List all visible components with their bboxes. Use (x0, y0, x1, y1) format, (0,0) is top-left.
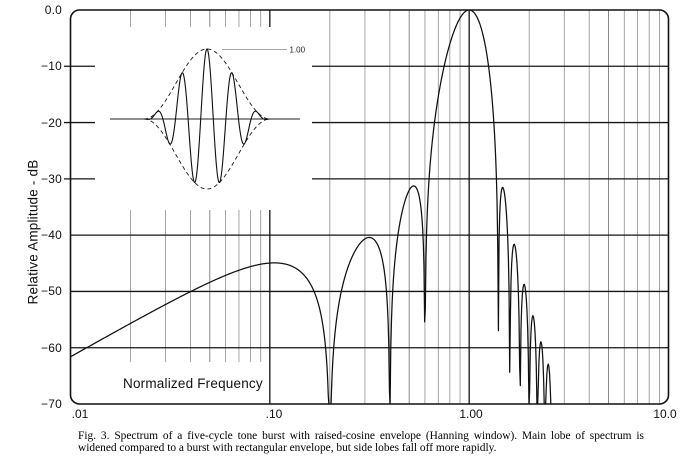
inset-envelope-upper (144, 48, 270, 120)
y-tick-label: −10 (41, 59, 62, 74)
figure-caption: Fig. 3. Spectrum of a five-cycle tone bu… (78, 430, 644, 455)
y-tick-label: −70 (41, 397, 62, 411)
caption-line-2: widened compared to a burst with rectang… (78, 442, 497, 455)
y-tick-label: −40 (41, 228, 62, 243)
y-tick-label: −20 (41, 115, 62, 130)
x-tick-label: 10.0 (653, 407, 677, 421)
x-axis-title: Normalized Frequency (123, 376, 263, 391)
inset-tone-burst: 1.00 (110, 46, 306, 190)
inset-envelope-lower (144, 118, 270, 190)
spectrum-curve (70, 10, 552, 404)
grid (64, 10, 669, 404)
plot-frame (69, 9, 670, 405)
y-tick-label: −50 (41, 284, 62, 299)
inset-waveform (143, 48, 271, 183)
y-tick-label: −30 (41, 171, 62, 186)
x-tick-label: .01 (71, 407, 89, 421)
caption-line-1: Fig. 3. Spectrum of a five-cycle tone bu… (78, 430, 644, 442)
y-tick-label: −60 (41, 340, 62, 355)
x-tick-label: .10 (265, 407, 283, 421)
y-tick-label: 0.0 (44, 3, 62, 17)
x-tick-label: 1.00 (459, 407, 483, 421)
inset-peak-label: 1.00 (290, 46, 306, 55)
